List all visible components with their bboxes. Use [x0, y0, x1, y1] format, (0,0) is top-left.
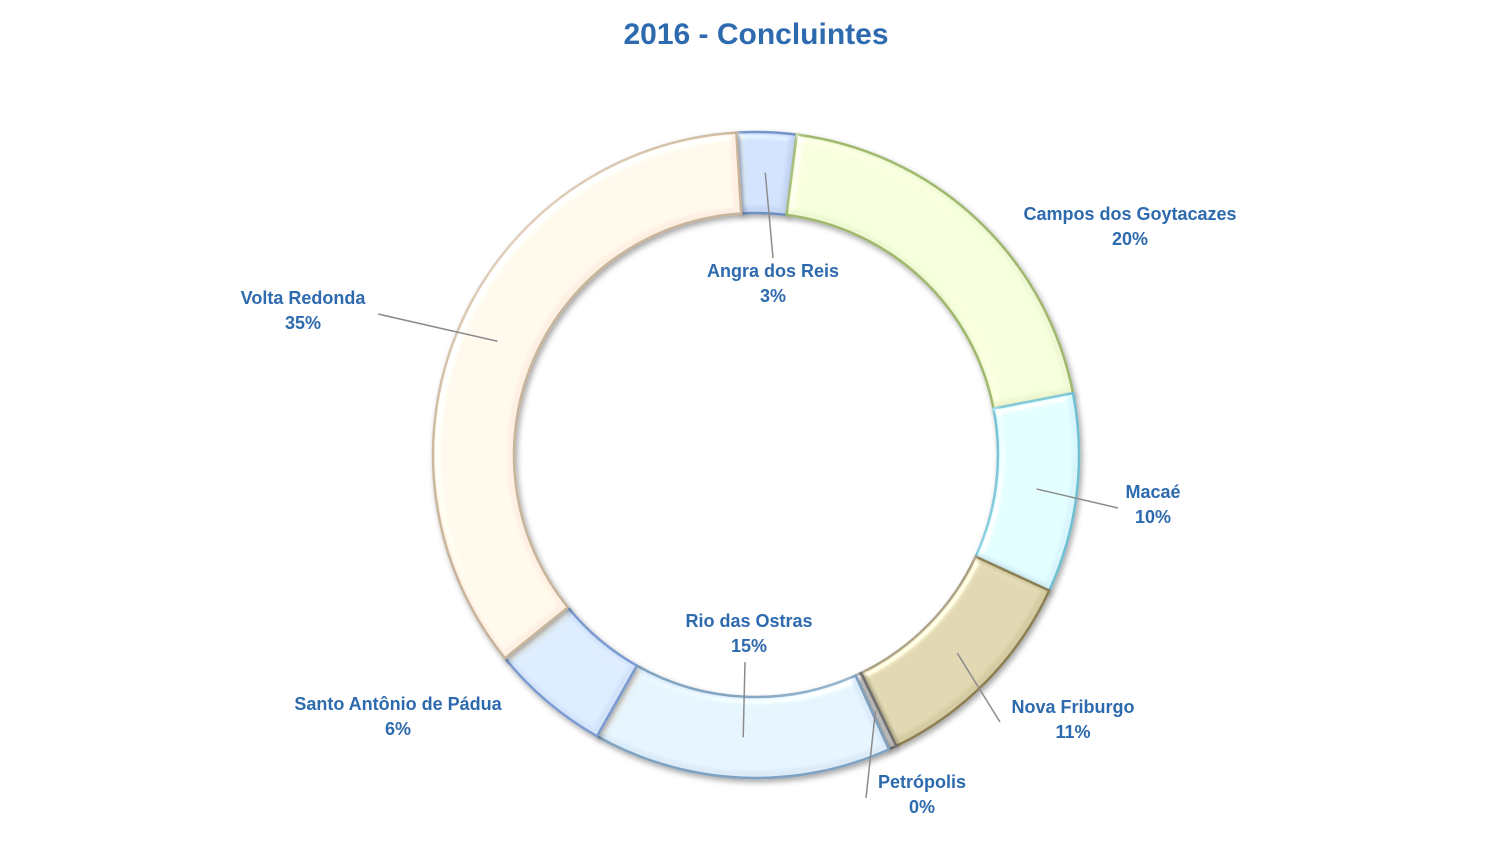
slice-label: Angra dos Reis 3%	[707, 261, 839, 306]
leader-line	[764, 172, 774, 259]
slice-label-name: Angra dos Reis	[707, 261, 839, 281]
slice-label-percent: 35%	[285, 313, 321, 333]
slice-label-percent: 3%	[760, 286, 786, 306]
slice-label: Petrópolis 0%	[878, 772, 966, 817]
chart-title: 2016 - Concluintes	[623, 18, 889, 51]
slice-label: Rio das Ostras 15%	[685, 611, 812, 656]
slice-label-name: Petrópolis	[878, 772, 966, 792]
slice-label-name: Rio das Ostras	[685, 611, 812, 631]
slice-label: Nova Friburgo 11%	[1011, 697, 1134, 742]
slice-label: Macaé 10%	[1125, 482, 1180, 527]
slice-label: Volta Redonda 35%	[241, 288, 367, 333]
slice-label-name: Santo Antônio de Pádua	[294, 694, 502, 714]
slice-volta-redonda	[431, 131, 743, 661]
slice-label-name: Campos dos Goytacazes	[1023, 204, 1236, 224]
leader-line	[956, 652, 1001, 723]
slice-label-percent: 20%	[1112, 229, 1148, 249]
slice-labels: Angra dos Reis 3% Campos dos Goytacazes 20%…	[241, 204, 1237, 817]
slice-label-percent: 11%	[1055, 722, 1090, 742]
slice-nova-friburgo	[859, 554, 1051, 748]
slice-label: Campos dos Goytacazes 20%	[1023, 204, 1236, 249]
slice-label: Santo Antônio de Pádua 6%	[294, 694, 502, 739]
slice-maca-	[973, 391, 1081, 593]
slice-label-percent: 10%	[1135, 507, 1171, 527]
leader-line	[865, 710, 877, 799]
slice-label-name: Macaé	[1125, 482, 1180, 502]
slice-label-name: Volta Redonda	[241, 288, 367, 308]
slice-label-percent: 6%	[385, 719, 411, 739]
slice-label-percent: 0%	[909, 797, 935, 817]
leader-lines	[377, 172, 1119, 799]
slice-label-name: Nova Friburgo	[1011, 697, 1134, 717]
leader-line	[742, 661, 746, 738]
slice-label-percent: 15%	[731, 636, 767, 656]
donut-slices	[431, 130, 1081, 780]
leader-line	[377, 313, 498, 342]
leader-line	[1036, 488, 1119, 509]
